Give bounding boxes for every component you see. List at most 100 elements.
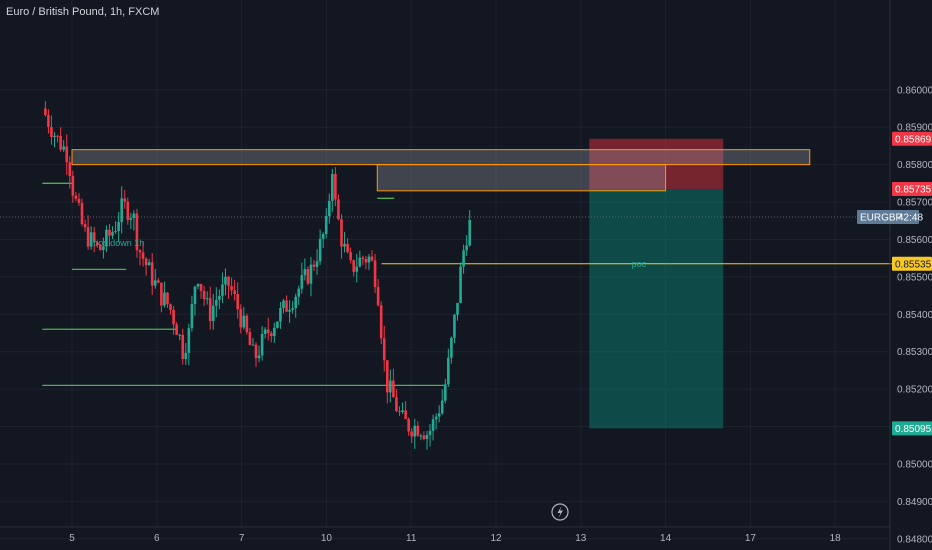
candle-body bbox=[279, 307, 282, 322]
candle-body bbox=[80, 202, 84, 225]
candle-body bbox=[431, 419, 435, 431]
candle-body bbox=[157, 280, 160, 283]
candle-body bbox=[419, 435, 423, 437]
candle-body bbox=[358, 257, 362, 267]
candle-body bbox=[117, 222, 120, 231]
candle-body bbox=[44, 108, 47, 116]
candle-body bbox=[99, 244, 102, 251]
price-tick-label: 0.85000 bbox=[897, 459, 932, 470]
candle-body bbox=[102, 246, 105, 251]
time-tick-label: 7 bbox=[239, 533, 245, 544]
candle-body bbox=[382, 338, 386, 361]
candle-body bbox=[144, 258, 148, 266]
candle-body bbox=[428, 430, 432, 435]
candle-body bbox=[111, 232, 114, 236]
candle-body bbox=[352, 260, 356, 272]
candle-body bbox=[150, 262, 154, 286]
price-tag-bg bbox=[892, 421, 932, 436]
candle-body bbox=[416, 425, 420, 436]
supply-zone-lower bbox=[376, 164, 667, 192]
candle-body bbox=[178, 334, 181, 336]
candle-body bbox=[126, 201, 130, 221]
candle-body bbox=[236, 293, 239, 310]
candle-body bbox=[59, 136, 62, 150]
price-tag-bg bbox=[892, 131, 932, 146]
candle-body bbox=[324, 216, 328, 235]
candle-body bbox=[245, 315, 249, 333]
price-axis: 0.848000.849000.850000.851000.852000.853… bbox=[889, 0, 932, 550]
price-tick-label: 0.84900 bbox=[897, 497, 932, 508]
candle-body bbox=[453, 314, 456, 338]
candle-body bbox=[95, 242, 99, 245]
candle-body bbox=[181, 334, 185, 360]
candle-body bbox=[248, 332, 252, 345]
price-tag: 0.85095 bbox=[892, 421, 932, 436]
candle-body bbox=[392, 380, 395, 398]
candle-body bbox=[239, 309, 243, 328]
candle-body bbox=[53, 135, 56, 137]
candle-body bbox=[465, 245, 468, 251]
candle-body bbox=[404, 410, 407, 420]
candle-body bbox=[269, 333, 273, 337]
candle-body bbox=[77, 198, 81, 203]
candle-body bbox=[184, 352, 188, 360]
lightning-icon[interactable] bbox=[551, 503, 569, 521]
time-tick-label: 17 bbox=[745, 533, 757, 544]
symbol-tag-bg bbox=[857, 210, 919, 225]
candle-body bbox=[224, 276, 227, 285]
price-tag: 0.85735 bbox=[892, 181, 932, 196]
candle-body bbox=[199, 283, 203, 291]
candle-body bbox=[187, 328, 191, 353]
candle-body bbox=[65, 146, 69, 163]
candle-body bbox=[92, 232, 96, 243]
candle-body bbox=[218, 295, 221, 300]
stop-loss-zone bbox=[589, 138, 724, 189]
supply-zone-upper bbox=[71, 149, 811, 166]
candle-body bbox=[202, 290, 206, 300]
candle-body bbox=[62, 146, 65, 150]
time-tick-label: 14 bbox=[660, 533, 672, 544]
time-axis: 5 6 7 10 11 12 13 14 17 18 bbox=[0, 526, 890, 544]
candle-body bbox=[468, 219, 472, 246]
candle-body bbox=[434, 416, 438, 420]
candle-body bbox=[254, 344, 258, 359]
candle-body bbox=[120, 198, 123, 223]
candle-body bbox=[340, 219, 343, 247]
candle-body bbox=[89, 232, 93, 247]
candle-body bbox=[74, 195, 78, 199]
candle-body bbox=[175, 324, 178, 335]
candle-body bbox=[450, 337, 453, 358]
candle-body bbox=[456, 302, 459, 315]
candle-body bbox=[193, 286, 197, 305]
candle-body bbox=[282, 300, 285, 308]
candle-body bbox=[288, 309, 291, 312]
candle-body bbox=[370, 256, 374, 261]
candle-body bbox=[437, 413, 441, 417]
candle-body bbox=[373, 260, 377, 288]
annotation-label: bos down 1h bbox=[93, 238, 144, 248]
candle-body bbox=[215, 299, 218, 306]
symbol-tag-label: EURGBP bbox=[860, 213, 903, 224]
candle-body bbox=[263, 329, 267, 334]
candle-body bbox=[169, 304, 172, 310]
candle-body bbox=[294, 296, 298, 309]
candle-body bbox=[303, 269, 307, 276]
candle-body bbox=[205, 298, 209, 300]
candle-body bbox=[147, 262, 151, 266]
candle-body bbox=[410, 431, 414, 437]
time-tick-label: 12 bbox=[490, 533, 502, 544]
price-tag-bg bbox=[892, 181, 932, 196]
time-tick-label: 18 bbox=[830, 533, 842, 544]
candle-body bbox=[398, 411, 401, 413]
candle-body bbox=[318, 238, 322, 262]
level-lines bbox=[0, 182, 916, 387]
price-tick-label: 0.85600 bbox=[897, 235, 932, 246]
candle-body bbox=[266, 329, 270, 334]
price-tick-label: 0.85300 bbox=[897, 347, 932, 358]
candle-body bbox=[285, 300, 288, 312]
candles bbox=[44, 101, 472, 450]
price-tick-label: 0.84800 bbox=[897, 534, 932, 545]
take-profit-zone bbox=[589, 188, 724, 429]
candle-body bbox=[367, 256, 371, 263]
